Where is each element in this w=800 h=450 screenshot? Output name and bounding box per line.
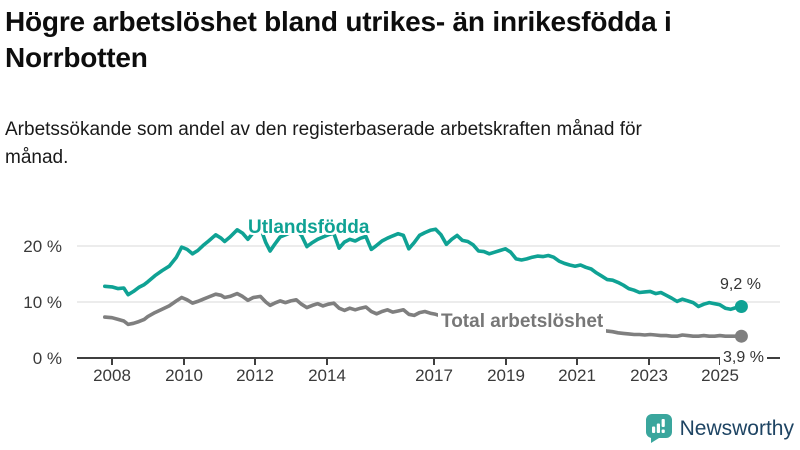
series-line-total: [103, 291, 744, 339]
x-axis-label-2010: 2010: [165, 366, 203, 385]
newsworthy-logo-icon: [645, 414, 672, 443]
y-axis-label-20: 20 %: [23, 237, 62, 256]
x-axis-label-2023: 2023: [630, 366, 668, 385]
series-end-dot-utlandsfodda: [734, 300, 748, 313]
x-axis-label-2019: 2019: [487, 366, 525, 385]
end-value-label-utlandsfodda: 9,2 %: [720, 276, 761, 293]
x-axis-label-2008: 2008: [93, 366, 131, 385]
x-axis-label-2025: 2025: [701, 366, 739, 385]
newsworthy-brand-text: Newsworthy: [679, 416, 794, 440]
series-end-dot-total: [734, 329, 748, 343]
y-axis-label-10: 10 %: [23, 293, 62, 312]
x-axis-label-2021: 2021: [558, 366, 596, 385]
end-value-label-total: 3,9 %: [720, 349, 767, 367]
chart-subtitle: Arbetssökande som andel av den registerb…: [5, 119, 642, 168]
y-axis-label-0: 0 %: [32, 349, 62, 368]
series-line-utlandsfodda: [103, 225, 744, 312]
newsworthy-brand: Newsworthy: [645, 414, 794, 443]
page-title: Högre arbetslöshet bland utrikes- än inr…: [5, 6, 672, 74]
series-label-utlandsfodda: Utlandsfödda: [248, 217, 370, 238]
x-axis-label-2014: 2014: [308, 366, 346, 385]
x-axis-label-2012: 2012: [236, 366, 274, 385]
x-axis-ticks: [111, 358, 721, 365]
series-label-total: Total arbetslöshet: [438, 311, 607, 333]
x-axis-label-2017: 2017: [415, 366, 453, 385]
